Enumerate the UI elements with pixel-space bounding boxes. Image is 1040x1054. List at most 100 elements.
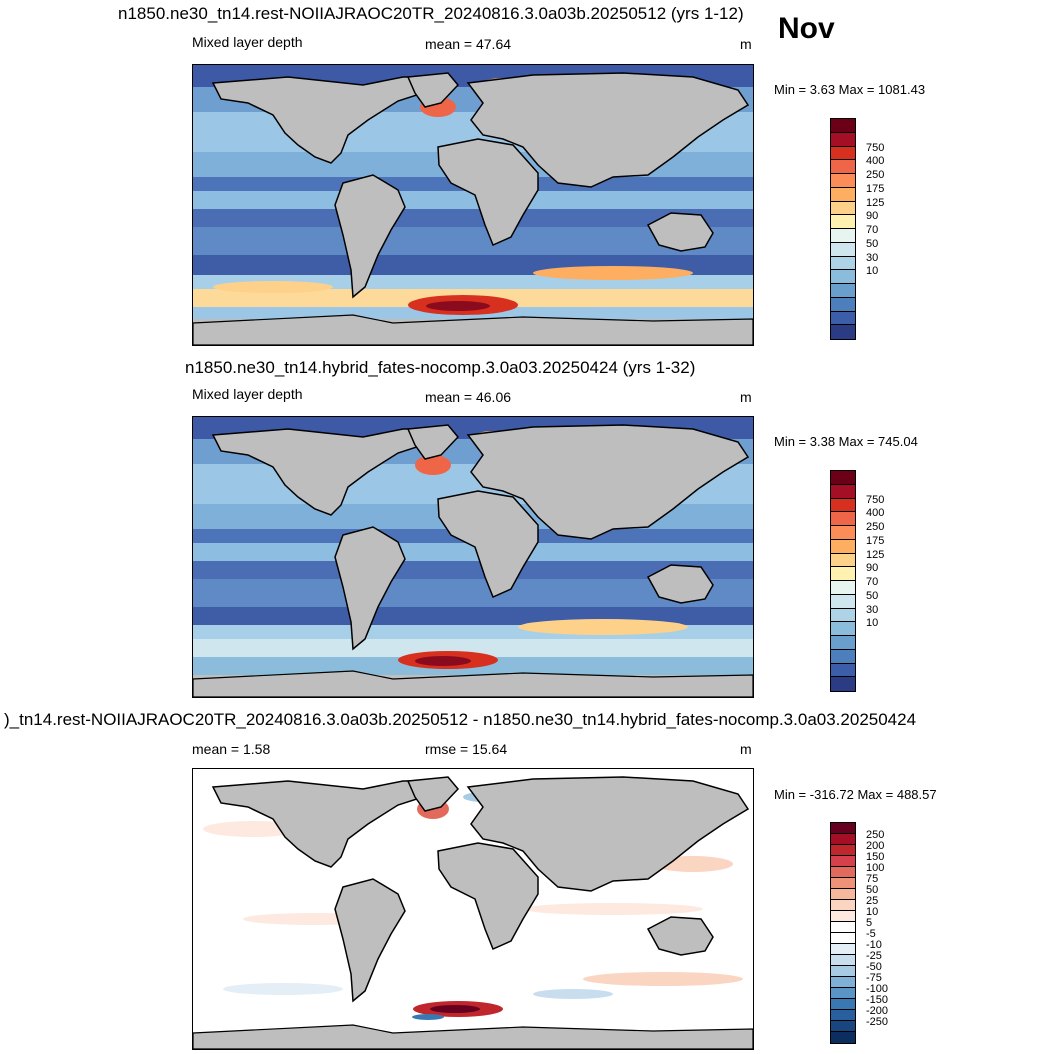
colorbar-swatch	[831, 256, 855, 271]
colorbar-tick-label: 70	[866, 224, 879, 236]
colorbar-swatch	[831, 622, 855, 636]
colorbar-tick-label: 250	[866, 829, 885, 841]
colorbar-tick-label: 75	[866, 873, 879, 885]
colorbar-tick-label: -100	[866, 983, 889, 995]
colorbar-swatch	[831, 1032, 855, 1043]
colorbar-tick-label: 90	[866, 210, 879, 223]
colorbar-tick-label: 10	[866, 906, 879, 918]
panel-2-title: n1850.ne30_tn14.hybrid_fates-nocomp.3.0a…	[185, 358, 696, 377]
colorbar-swatch	[831, 553, 855, 568]
colorbar-swatch	[831, 999, 855, 1010]
colorbar-swatch	[831, 867, 855, 878]
colorbar-tick-label: -150	[866, 994, 889, 1006]
panel-1-map	[192, 64, 754, 346]
colorbar-swatch	[831, 977, 855, 988]
colorbar-tick-label: 10	[866, 265, 879, 278]
colorbar-tick-label: 50	[866, 589, 879, 602]
colorbar-swatch	[831, 311, 855, 326]
colorbar-tick-label: 175	[866, 182, 885, 195]
colorbar-swatch	[831, 889, 855, 900]
colorbar-tick-label: 175	[866, 534, 885, 547]
colorbar-tick-label: 125	[866, 196, 885, 209]
panel-2-units: m	[740, 389, 752, 405]
colorbar-tick-label: -50	[866, 961, 882, 973]
colorbar-tick-label: -75	[866, 972, 882, 984]
colorbar-tick-label: 400	[866, 155, 885, 168]
panel-3-colorbar	[830, 822, 856, 1044]
colorbar-tick-label: 90	[866, 562, 879, 575]
colorbar-tick-label: 30	[866, 251, 879, 264]
colorbar-tick-label: 10	[866, 617, 879, 630]
colorbar-swatch	[831, 132, 855, 147]
colorbar-tick-label: 25	[866, 895, 879, 907]
colorbar-swatch	[831, 823, 855, 834]
colorbar-tick-label: 100	[866, 862, 885, 874]
panel-1-map-svg	[193, 65, 753, 345]
colorbar-tick-label: -200	[866, 1005, 889, 1017]
colorbar-tick-label: 250	[866, 169, 885, 181]
panel-1-colorbar-swatches	[831, 119, 855, 339]
panel-3-map	[192, 768, 754, 1050]
colorbar-swatch	[831, 187, 855, 202]
colorbar-tick-label: -25	[866, 950, 882, 962]
colorbar-tick-label: 5	[866, 917, 873, 929]
colorbar-tick-label: 125	[866, 548, 885, 561]
panel-3-title: )_tn14.rest-NOIIAJRAOC20TR_20240816.3.0a…	[4, 710, 917, 729]
colorbar-swatch	[831, 834, 855, 845]
colorbar-tick-label: -250	[866, 1016, 889, 1028]
colorbar-tick-label: 50	[866, 237, 879, 250]
colorbar-swatch	[831, 636, 855, 650]
colorbar-swatch	[831, 201, 855, 216]
panel-1-variable-label: Mixed layer depth	[192, 34, 303, 50]
colorbar-swatch	[831, 845, 855, 856]
panel-3-units: m	[740, 741, 752, 757]
panel-3-minmax: Min = -316.72 Max = 488.57	[774, 787, 937, 802]
panel-1-units: m	[740, 36, 752, 52]
panel-2-map	[192, 416, 754, 698]
colorbar-swatch	[831, 594, 855, 609]
panel-2-colorbar	[830, 470, 856, 692]
panel-2-variable-label: Mixed layer depth	[192, 386, 303, 402]
panel-2-mean-label: mean = 46.06	[425, 389, 512, 405]
colorbar-swatch	[831, 988, 855, 999]
colorbar-swatch	[831, 649, 855, 664]
panel-1-mean-label: mean = 47.64	[425, 36, 512, 52]
colorbar-tick-label: -10	[866, 939, 882, 951]
colorbar-swatch	[831, 608, 855, 623]
panel-1-minmax: Min = 3.63 Max = 1081.43	[774, 82, 926, 97]
panel-3-mean-label: mean = 1.58	[192, 741, 271, 757]
colorbar-swatch	[831, 484, 855, 499]
colorbar-swatch	[831, 119, 855, 133]
colorbar-swatch	[831, 878, 855, 889]
colorbar-swatch	[831, 146, 855, 161]
colorbar-swatch	[831, 539, 855, 554]
colorbar-tick-label: 50	[866, 884, 879, 896]
colorbar-tick-label: 400	[866, 507, 885, 520]
panel-2-minmax: Min = 3.38 Max = 745.04	[774, 434, 918, 449]
panel-2-colorbar-swatches	[831, 471, 855, 691]
colorbar-swatch	[831, 911, 855, 922]
colorbar-swatch	[831, 526, 855, 540]
panel-1-colorbar	[830, 118, 856, 340]
month-label: Nov	[778, 12, 835, 45]
colorbar-swatch	[831, 581, 855, 595]
colorbar-tick-label: 70	[866, 576, 879, 588]
panel-3-rmse-label: rmse = 15.64	[425, 741, 508, 757]
colorbar-swatch	[831, 242, 855, 257]
colorbar-swatch	[831, 955, 855, 966]
colorbar-swatch	[831, 900, 855, 911]
colorbar-swatch	[831, 512, 855, 526]
colorbar-swatch	[831, 1021, 855, 1032]
colorbar-swatch	[831, 663, 855, 678]
colorbar-tick-label: 250	[866, 521, 885, 533]
colorbar-tick-label: 150	[866, 851, 885, 863]
colorbar-tick-label: 750	[866, 493, 885, 506]
colorbar-swatch	[831, 944, 855, 955]
colorbar-swatch	[831, 677, 855, 691]
colorbar-swatch	[831, 284, 855, 298]
colorbar-tick-label: 30	[866, 603, 879, 616]
colorbar-swatch	[831, 933, 855, 944]
panel-3-colorbar-swatches	[831, 823, 855, 1043]
colorbar-swatch	[831, 325, 855, 339]
panel-3-map-svg	[193, 769, 753, 1049]
